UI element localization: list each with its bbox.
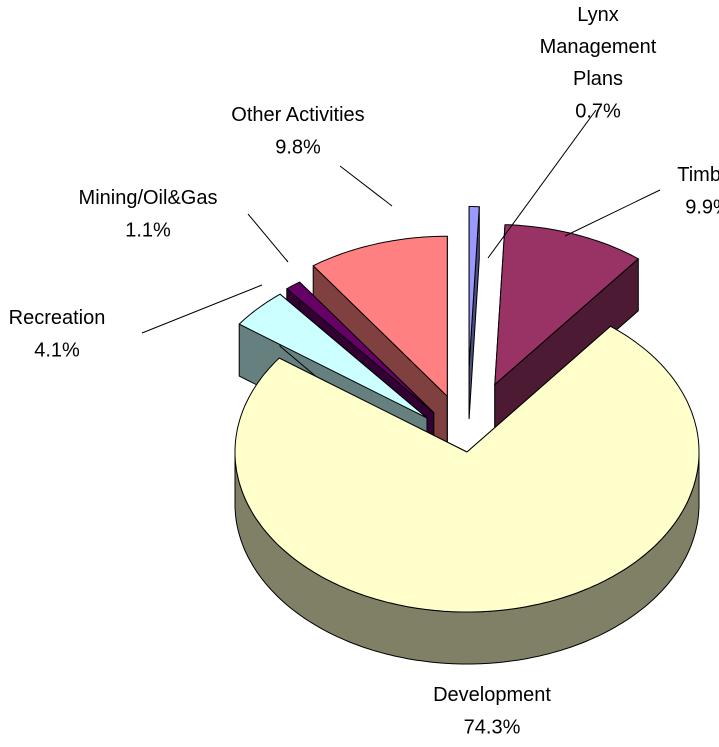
slice-top [286, 281, 435, 414]
leader-line [564, 189, 661, 237]
slice-value-label: 9.8% [275, 136, 321, 158]
slice-value-label: 1.1% [125, 219, 171, 241]
slice-label: Other Activities [231, 104, 364, 126]
leader-line [339, 165, 393, 207]
slice-label: Timber [677, 164, 719, 186]
leader-line [247, 213, 289, 263]
slice-label: Recreation [9, 307, 106, 329]
leader-line [141, 284, 263, 334]
slice-top [234, 325, 700, 613]
slice-top [312, 235, 448, 397]
slice-top [468, 206, 480, 367]
pie-slice [468, 206, 480, 419]
slice-value-label: 74.3% [464, 716, 521, 738]
slice-label: Lynx Management Plans [540, 4, 657, 90]
slice-label: Mining/Oil&Gas [79, 187, 218, 209]
slice-top [238, 293, 428, 419]
slice-value-label: 9.9% [685, 196, 719, 218]
slice-value-label: 4.1% [34, 339, 80, 361]
slice-label: Development [433, 684, 551, 706]
leader-line [487, 109, 597, 259]
pie-slice [234, 325, 700, 665]
slice-top [494, 224, 639, 385]
slice-value-label: 0.7% [575, 100, 621, 122]
pie-slice [494, 224, 639, 437]
